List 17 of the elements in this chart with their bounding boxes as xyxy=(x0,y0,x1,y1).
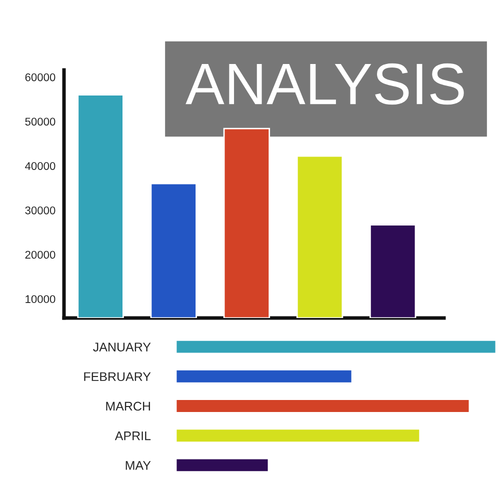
bar xyxy=(176,398,470,414)
y-tick-label: 10000 xyxy=(26,295,56,304)
y-tick-label: 40000 xyxy=(25,162,56,170)
y-tick-label: MAY xyxy=(126,461,151,470)
y-tick-label: 60000 xyxy=(25,73,56,82)
bar xyxy=(176,428,421,443)
chart-title: ANALYSIS xyxy=(186,63,464,105)
y-tick-label: MARCH xyxy=(106,402,150,411)
y-tick-label: 50000 xyxy=(25,118,56,126)
y-tick-label: 20000 xyxy=(25,250,56,259)
y-tick-label: 30000 xyxy=(25,206,56,214)
y-tick-label: JANUARY xyxy=(93,342,151,352)
y-tick-label: FEBRUARY xyxy=(84,372,151,382)
bar xyxy=(176,339,496,354)
y-tick-label: APRIL xyxy=(114,432,151,440)
bar xyxy=(176,369,353,384)
bar xyxy=(176,458,270,473)
